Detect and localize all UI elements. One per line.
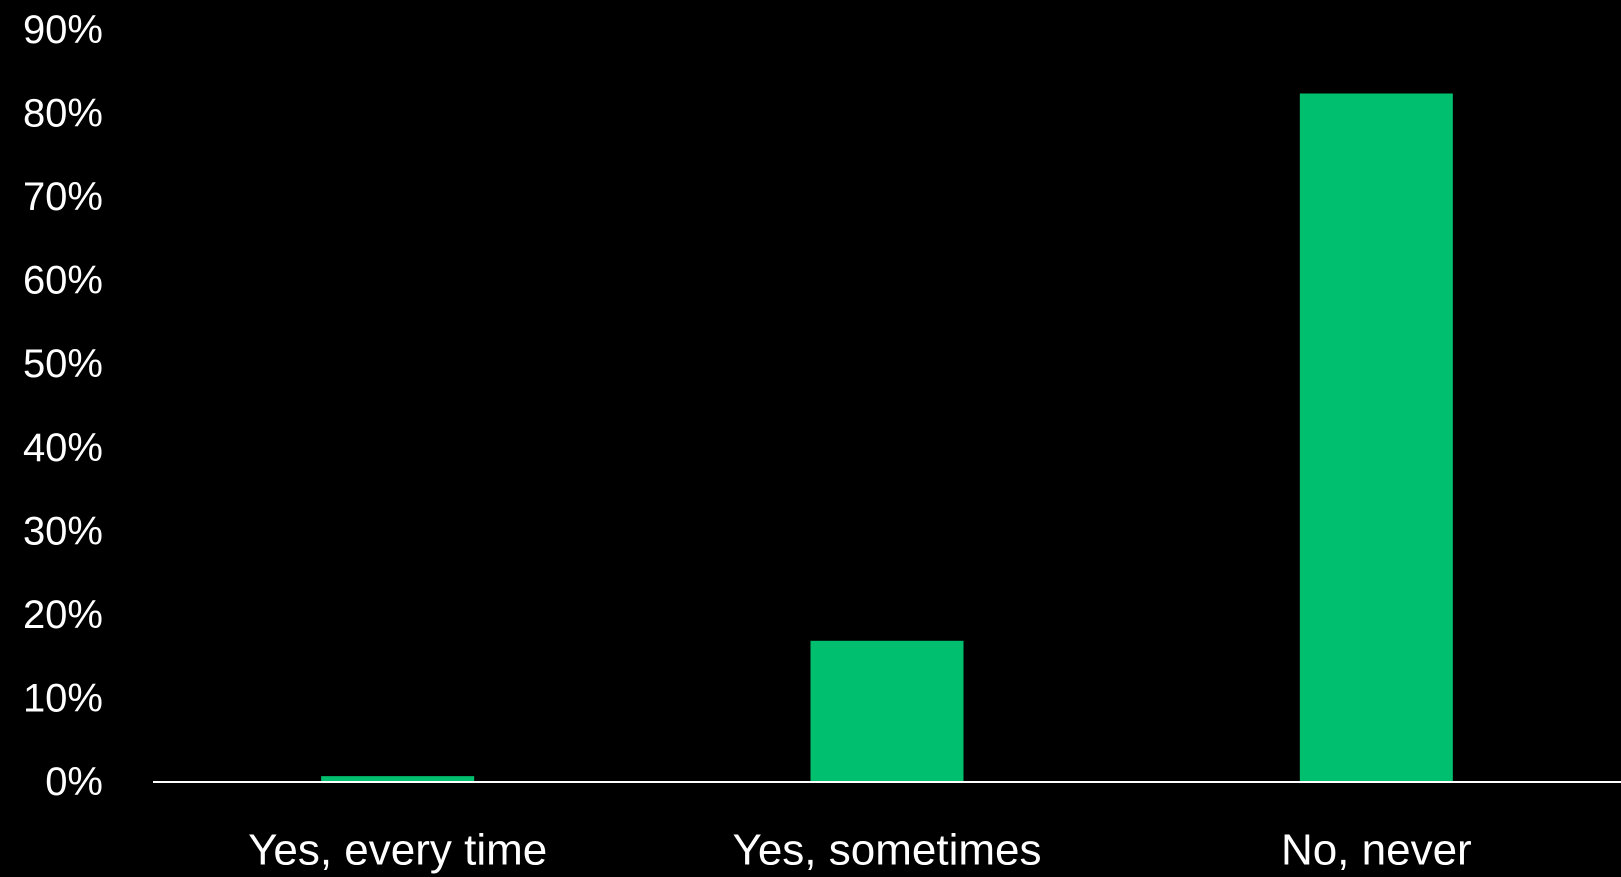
bar [321, 776, 475, 782]
x-category-label: No, never [1281, 826, 1472, 875]
y-tick-label: 10% [23, 676, 103, 720]
y-tick-label: 40% [23, 426, 103, 470]
y-tick-label: 20% [23, 593, 103, 637]
x-axis-category-labels: Yes, every time Yes, sometimes No, never [248, 826, 1472, 875]
y-tick-label: 60% [23, 259, 103, 303]
y-axis-ticks: 0% 10% 20% 30% 40% 50% 60% 70% 80% 90% [23, 8, 103, 804]
y-tick-label: 70% [23, 175, 103, 219]
bars [321, 93, 1453, 783]
x-category-label: Yes, sometimes [733, 826, 1042, 875]
y-tick-label: 90% [23, 8, 103, 52]
y-tick-label: 50% [23, 342, 103, 386]
x-category-label: Yes, every time [248, 826, 547, 875]
y-tick-label: 0% [45, 760, 103, 804]
bar [1299, 93, 1453, 783]
y-tick-label: 30% [23, 509, 103, 553]
bar [810, 640, 964, 782]
y-tick-label: 80% [23, 92, 103, 136]
